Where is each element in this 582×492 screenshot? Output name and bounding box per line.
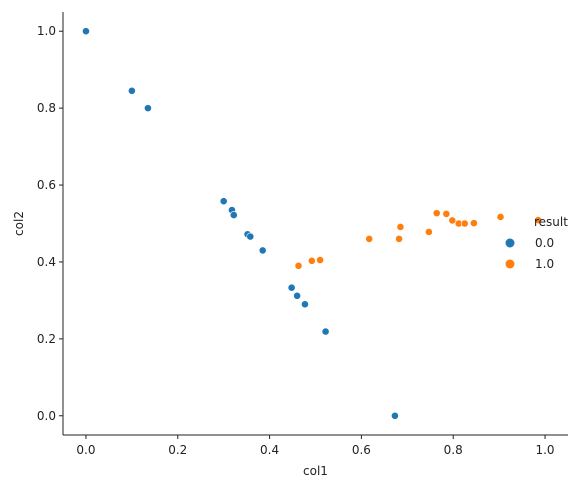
data-point-result-1 [316, 256, 324, 264]
data-point-result-0 [144, 104, 152, 113]
data-point-result-1 [469, 219, 478, 228]
x-tick-label: 0.6 [352, 443, 371, 457]
data-point-result-1 [307, 256, 316, 265]
legend-label: 1.0 [535, 257, 554, 271]
x-tick-label: 0.4 [260, 443, 279, 457]
axes: 0.0 0.2 0.4 0.6 0.8 1.0 0.0 0.2 0.4 0.6 0.8 1.0 col1… [12, 12, 568, 478]
data-point-result-0 [229, 211, 238, 219]
y-tick-label: 0.2 [37, 332, 56, 346]
data-point-result-1 [448, 216, 457, 225]
y-tick-label: 0.0 [37, 409, 56, 423]
y-tick-label: 0.8 [37, 101, 56, 115]
x-tick-label: 1.0 [535, 443, 554, 457]
legend: result 0.0 1.0 [505, 215, 568, 271]
x-axis-title: col1 [303, 464, 328, 478]
data-point-result-1 [396, 223, 405, 231]
data-point-result-1 [534, 216, 543, 224]
data-point-result-1 [460, 219, 469, 228]
y-tick-label: 0.4 [37, 255, 56, 269]
data-point-result-0 [258, 246, 267, 255]
data-point-result-1 [496, 213, 505, 221]
legend-label: 0.0 [535, 236, 554, 250]
data-point-result-0 [301, 300, 309, 309]
data-point-result-0 [246, 232, 255, 241]
data-point-result-0 [391, 411, 399, 420]
data-point-result-0 [321, 327, 330, 336]
legend-title: result [534, 215, 568, 229]
data-point-result-1 [442, 209, 451, 218]
data-point-result-0 [287, 283, 296, 292]
y-tick-label: 1.0 [37, 24, 56, 38]
x-tick-label: 0.8 [444, 443, 463, 457]
data-point-result-0 [293, 291, 302, 300]
data-point-result-1 [424, 228, 433, 236]
data-point-result-0 [219, 197, 228, 206]
data-points [82, 27, 543, 420]
y-tick-label: 0.6 [37, 178, 56, 192]
data-point-result-1 [432, 209, 441, 218]
y-axis-title: col2 [12, 211, 26, 236]
data-point-result-1 [395, 234, 403, 243]
data-point-result-1 [365, 234, 374, 243]
data-point-result-0 [127, 86, 136, 95]
legend-marker [505, 238, 515, 248]
x-tick-label: 0.2 [168, 443, 187, 457]
data-point-result-0 [82, 27, 90, 36]
data-point-result-1 [294, 261, 303, 270]
x-tick-label: 0.0 [76, 443, 95, 457]
legend-marker [505, 259, 515, 269]
